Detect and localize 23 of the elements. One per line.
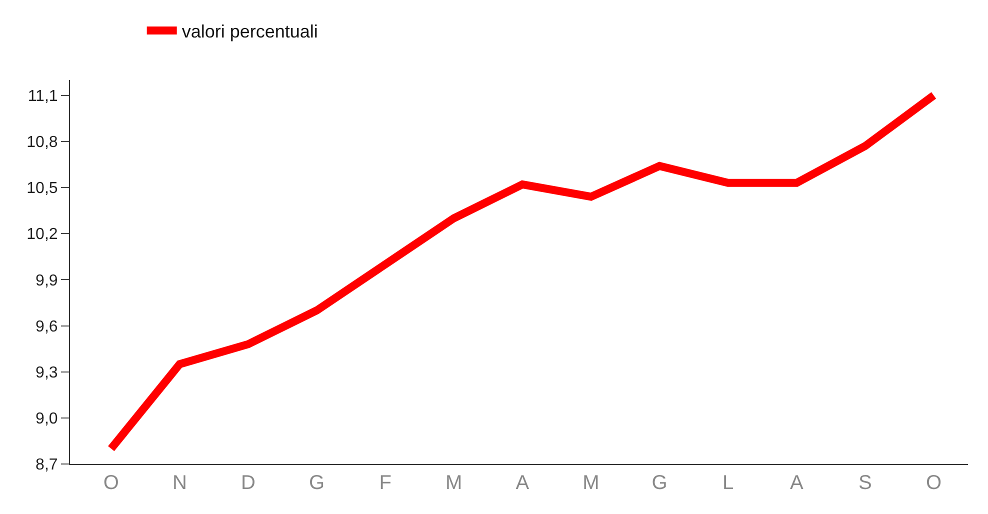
legend-label: valori percentuali	[182, 22, 318, 42]
x-tick-label: G	[652, 472, 668, 494]
x-tick-label: A	[516, 472, 530, 494]
x-tick-label: N	[172, 472, 187, 494]
x-tick-label: O	[926, 472, 942, 494]
x-tick-label: O	[103, 472, 119, 494]
y-tick-label: 10,5	[26, 180, 58, 198]
x-tick-label: L	[722, 472, 734, 494]
y-tick-label: 9,6	[36, 318, 58, 336]
y-tick-label: 10,2	[26, 226, 58, 244]
y-tick-label: 9,3	[36, 364, 58, 382]
x-tick-label: G	[309, 472, 325, 494]
y-tick-label: 9,9	[36, 272, 58, 290]
y-tick-label: 9,0	[36, 410, 58, 428]
x-tick-label: A	[790, 472, 804, 494]
x-tick-label: M	[446, 472, 462, 494]
y-tick-label: 10,8	[26, 134, 58, 152]
y-tick-label: 11,1	[28, 88, 58, 105]
x-tick-label: F	[379, 472, 392, 494]
x-tick-label: D	[241, 472, 256, 494]
x-tick-label: M	[582, 472, 600, 494]
x-tick-label: S	[858, 472, 872, 494]
y-tick-label: 8,7	[36, 456, 58, 474]
